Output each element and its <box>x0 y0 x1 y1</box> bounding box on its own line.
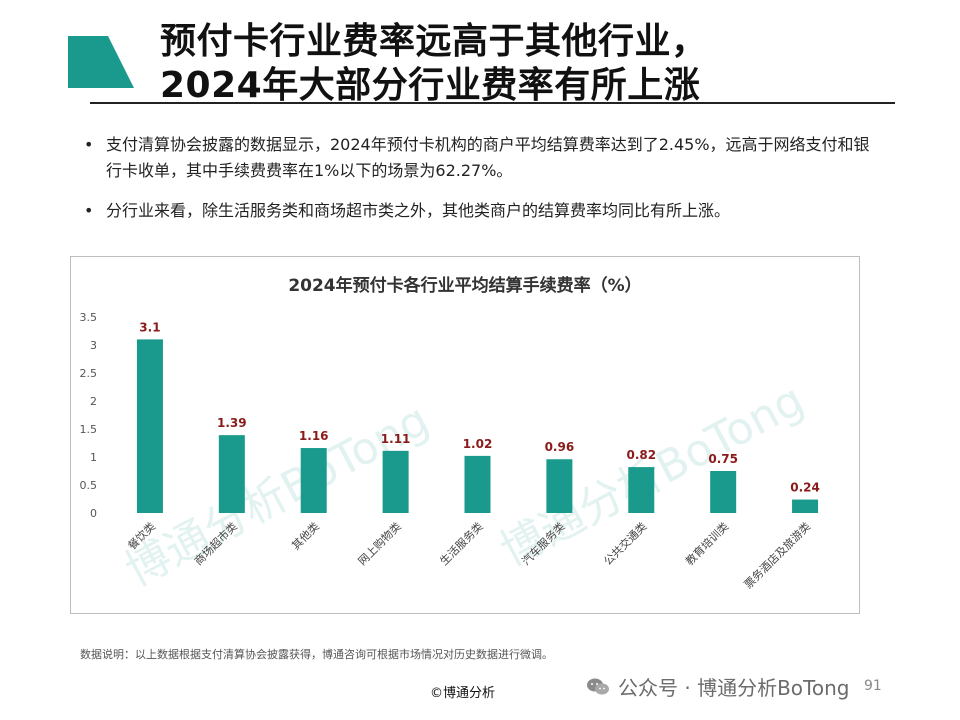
x-tick-label: 其他类 <box>289 519 322 552</box>
bullet-item-2: • 分行业来看，除生活服务类和商场超市类之外，其他类商户的结算费率均同比有所上涨… <box>84 198 884 224</box>
y-tick-label: 1 <box>90 451 97 464</box>
bar-chart: 2024年预付卡各行业平均结算手续费率（%） 博通分析BoTong 博通分析Bo… <box>80 275 820 597</box>
bar-value-label: 1.11 <box>381 432 411 446</box>
x-tick-label: 生活服务类 <box>437 519 486 568</box>
bar <box>546 459 573 513</box>
x-tick-label: 网上购物类 <box>355 519 404 568</box>
bar <box>300 448 327 513</box>
bar-value-label: 0.75 <box>708 452 738 466</box>
bar-value-label: 0.82 <box>626 448 656 462</box>
y-tick-label: 0.5 <box>80 479 98 492</box>
wechat-icon <box>587 678 609 694</box>
bar <box>710 471 737 513</box>
bar <box>382 450 409 513</box>
y-tick-label: 2 <box>90 395 97 408</box>
y-tick-label: 3 <box>90 339 97 352</box>
y-tick-label: 0 <box>90 507 97 520</box>
wechat-account-text: 公众号 · 博通分析BoTong <box>618 676 850 700</box>
bar <box>464 455 491 513</box>
bar-value-label: 0.24 <box>790 481 820 495</box>
header-accent-shape <box>68 36 134 88</box>
x-tick-label: 教育培训类 <box>682 519 731 568</box>
x-tick-label: 票务酒店及旅游类 <box>741 519 813 591</box>
bullet-text: 分行业来看，除生活服务类和商场超市类之外，其他类商户的结算费率均同比有所上涨。 <box>106 201 731 220</box>
bullet-text: 支付清算协会披露的数据显示，2024年预付卡机构的商户平均结算费率达到了2.45… <box>106 135 870 180</box>
footnote: 数据说明：以上数据根据支付清算协会披露获得，博通咨询可根据市场情况对历史数据进行… <box>80 648 553 661</box>
bar-value-label: 1.02 <box>463 437 493 451</box>
bar-value-label: 3.1 <box>139 320 160 334</box>
bar-value-label: 0.96 <box>545 440 575 454</box>
y-tick-label: 1.5 <box>80 423 98 436</box>
page-title-line2: 2024年大部分行业费率有所上涨 <box>160 65 701 106</box>
copyright: ©博通分析 <box>430 686 496 701</box>
y-tick-label: 3.5 <box>80 311 98 324</box>
title-divider <box>90 102 895 104</box>
bullet-list: • 支付清算协会披露的数据显示，2024年预付卡机构的商户平均结算费率达到了2.… <box>84 132 884 238</box>
bar <box>136 339 163 513</box>
bar <box>218 435 245 513</box>
page-title: 预付卡行业费率远高于其他行业， 2024年大部分行业费率有所上涨 <box>160 20 708 108</box>
y-tick-label: 2.5 <box>80 367 98 380</box>
bar-value-label: 1.39 <box>217 416 247 430</box>
bar-value-label: 1.16 <box>299 429 329 443</box>
bar <box>628 467 655 513</box>
page-title-line1: 预付卡行业费率远高于其他行业， <box>160 21 708 62</box>
bullet-item-1: • 支付清算协会披露的数据显示，2024年预付卡机构的商户平均结算费率达到了2.… <box>84 132 884 184</box>
page-number: 91 <box>864 678 882 694</box>
chart-container: 2024年预付卡各行业平均结算手续费率（%） 博通分析BoTong 博通分析Bo… <box>70 256 860 614</box>
bar <box>792 499 819 513</box>
bullet-marker: • <box>84 201 94 220</box>
wechat-account: 公众号 · 博通分析BoTong <box>586 672 849 701</box>
chart-title: 2024年预付卡各行业平均结算手续费率（%） <box>288 275 641 296</box>
bullet-marker: • <box>84 135 94 154</box>
